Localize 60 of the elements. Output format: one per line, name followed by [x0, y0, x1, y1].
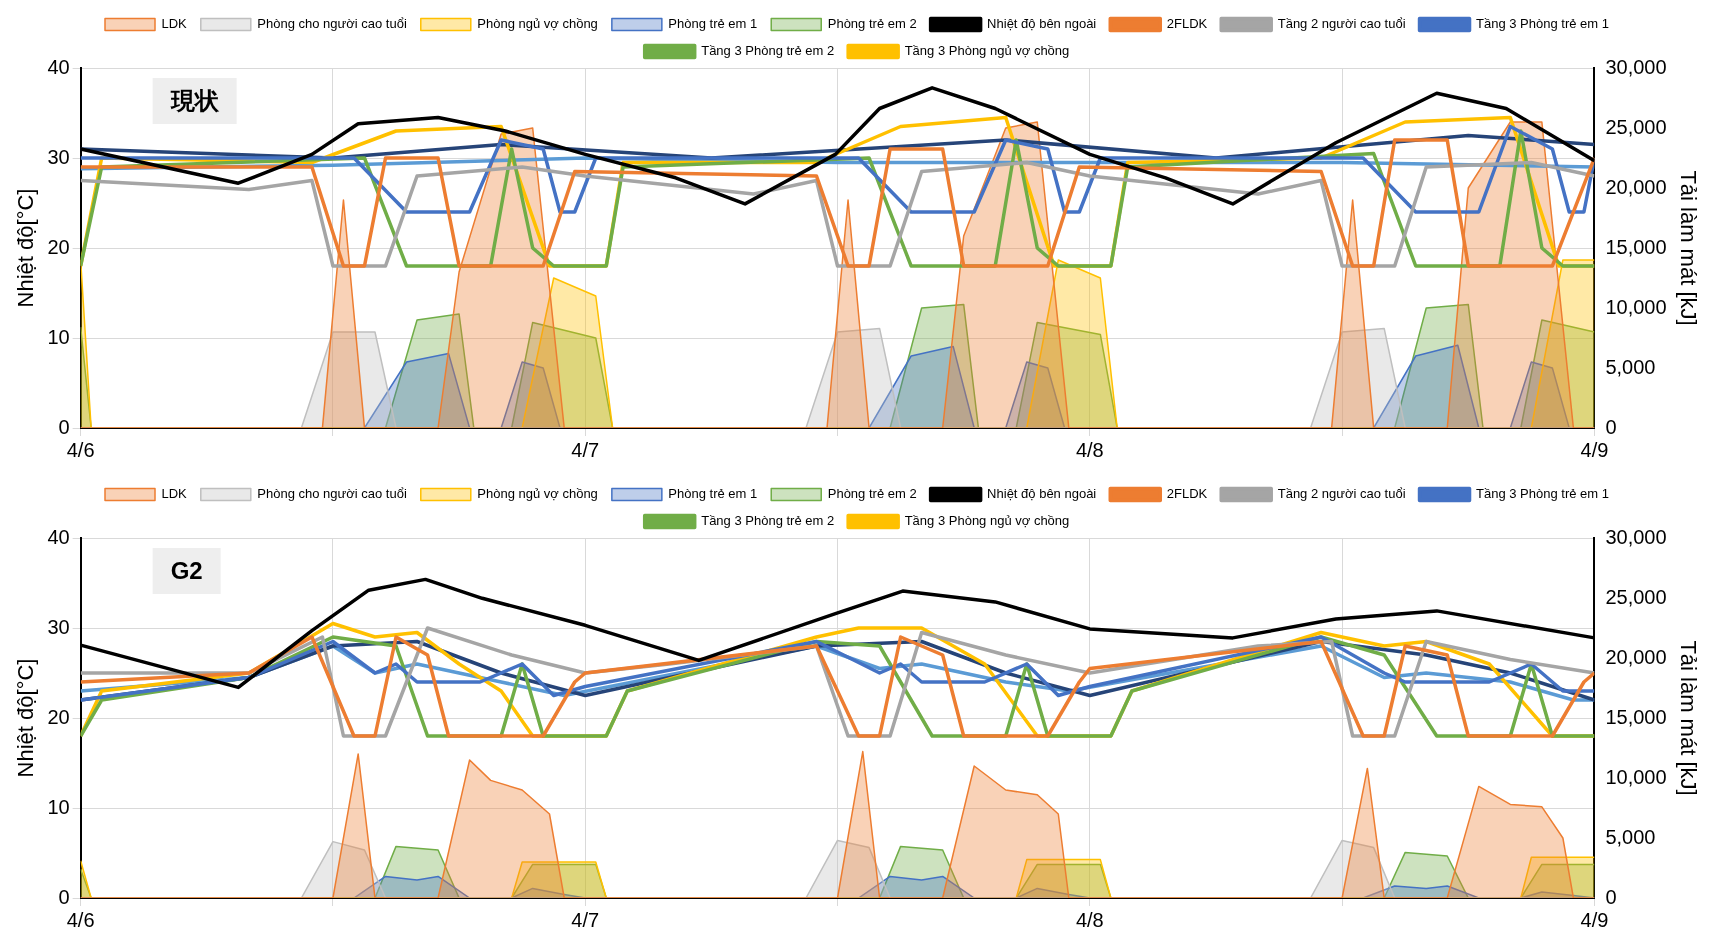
legend-label: Phòng cho người cao tuổi: [257, 16, 407, 32]
legend-label: Phòng trẻ em 1: [668, 486, 758, 502]
y-tick-label: 40: [47, 525, 70, 548]
annotation: G2: [170, 556, 203, 584]
y2-tick-label: 5,000: [1605, 355, 1656, 378]
y-tick-label: 0: [58, 885, 70, 908]
legend-label: Tầng 3 Phòng ngủ vợ chồng: [904, 43, 1070, 59]
legend-label: Tầng 3 Phòng trẻ em 2: [701, 43, 835, 59]
y2-tick-label: 0: [1605, 885, 1617, 908]
x-tick-label: 4/6: [66, 908, 95, 931]
y2-tick-label: 20,000: [1605, 175, 1667, 198]
y-tick-label: 40: [47, 55, 70, 78]
legend-label: Phòng ngủ vợ chồng: [477, 16, 598, 32]
legend-label: Phòng ngủ vợ chồng: [477, 486, 598, 502]
y-tick-label: 10: [47, 325, 70, 348]
legend-label: 2FLDK: [1166, 16, 1208, 32]
legend-label: Tầng 2 người cao tuổi: [1277, 16, 1406, 32]
legend-label: LDK: [161, 16, 188, 32]
y-tick-label: 10: [47, 795, 70, 818]
legend-label: Tầng 3 Phòng ngủ vợ chồng: [904, 513, 1070, 529]
y2-tick-label: 30,000: [1605, 55, 1667, 78]
y2-axis-title: Tải làm mát [kJ]: [1675, 640, 1701, 796]
legend-label: Phòng trẻ em 2: [827, 486, 917, 502]
x-tick-label: 4/9: [1580, 438, 1609, 461]
x-tick-label: 4/8: [1075, 438, 1104, 461]
y2-tick-label: 10,000: [1605, 765, 1667, 788]
legend-label: Nhiệt độ bên ngoài: [987, 486, 1097, 502]
y2-tick-label: 25,000: [1605, 585, 1667, 608]
y-tick-label: 30: [47, 615, 70, 638]
y-axis-title: Nhiệt độ[°C]: [13, 188, 39, 308]
x-tick-label: 4/7: [571, 438, 600, 461]
y2-tick-label: 30,000: [1605, 525, 1667, 548]
legend-label: Tầng 3 Phòng trẻ em 1: [1476, 16, 1610, 32]
y2-tick-label: 20,000: [1605, 645, 1667, 668]
legend-label: Phòng trẻ em 1: [668, 16, 758, 32]
legend-label: Tầng 2 người cao tuổi: [1277, 486, 1406, 502]
legend-label: Phòng cho người cao tuổi: [257, 486, 407, 502]
x-tick-label: 4/6: [66, 438, 95, 461]
legend-label: Phòng trẻ em 2: [827, 16, 917, 32]
x-tick-label: 4/8: [1075, 908, 1104, 931]
y-tick-label: 0: [58, 415, 70, 438]
annotation: 現状: [169, 86, 220, 114]
y2-axis-title: Tải làm mát [kJ]: [1675, 170, 1701, 326]
legend-label: 2FLDK: [1166, 486, 1208, 502]
y2-tick-label: 25,000: [1605, 115, 1667, 138]
legend-label: Tầng 3 Phòng trẻ em 2: [701, 513, 835, 529]
legend-label: LDK: [161, 486, 188, 502]
y-axis-title: Nhiệt độ[°C]: [13, 658, 39, 778]
y2-tick-label: 15,000: [1605, 705, 1667, 728]
y2-tick-label: 15,000: [1605, 235, 1667, 258]
legend-label: Tầng 3 Phòng trẻ em 1: [1476, 486, 1610, 502]
legend-label: Nhiệt độ bên ngoài: [987, 16, 1097, 32]
y-tick-label: 30: [47, 145, 70, 168]
x-tick-label: 4/7: [571, 908, 600, 931]
y2-tick-label: 5,000: [1605, 825, 1656, 848]
y2-tick-label: 10,000: [1605, 295, 1667, 318]
y2-tick-label: 0: [1605, 415, 1617, 438]
x-tick-label: 4/9: [1580, 908, 1609, 931]
y-tick-label: 20: [47, 235, 70, 258]
y-tick-label: 20: [47, 705, 70, 728]
